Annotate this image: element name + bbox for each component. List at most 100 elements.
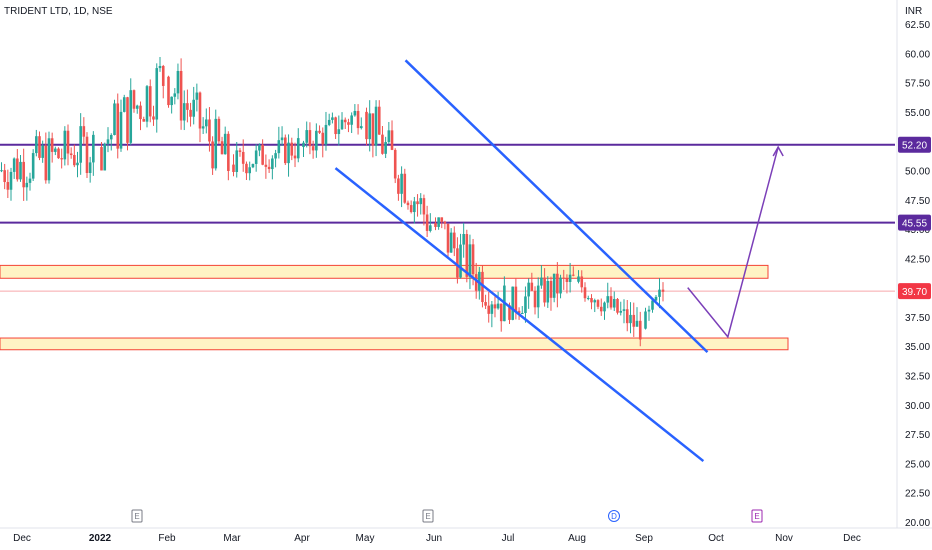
candle-body (173, 93, 177, 97)
candle-body (274, 153, 277, 159)
candle-body (549, 280, 553, 298)
candle-body (599, 306, 603, 312)
support-resistance-zone[interactable] (0, 264, 769, 279)
x-tick-label: Jul (502, 533, 515, 544)
candle-body (122, 97, 126, 112)
candle-body (654, 296, 658, 301)
candle-body (603, 302, 606, 312)
candle-body (559, 277, 562, 294)
candle-body (19, 161, 22, 180)
candle-body (446, 223, 450, 253)
earnings-event-icon[interactable] (131, 509, 143, 523)
candle-body (644, 311, 647, 329)
candle-body (41, 145, 44, 158)
candle-body (340, 119, 344, 130)
candle-body (353, 110, 357, 116)
candle-body (6, 182, 10, 190)
event-marker-label: E (134, 512, 139, 521)
candle-body (661, 289, 665, 292)
x-tick-label: Dec (13, 533, 31, 544)
level-price-tag (898, 214, 931, 231)
support-resistance-zone[interactable] (0, 337, 789, 351)
projection-path[interactable] (687, 146, 779, 339)
y-tick-label: 22.50 (905, 489, 930, 500)
channel-upper-line[interactable] (404, 59, 709, 353)
candle-body (429, 225, 432, 231)
candle-body (487, 305, 491, 314)
candle-body (484, 302, 487, 306)
channel-lower-line[interactable] (334, 167, 705, 463)
candle-body (201, 126, 205, 129)
candle-body (0, 170, 3, 172)
candle-body (267, 166, 271, 170)
candle-body (142, 119, 146, 122)
candle-body (179, 70, 183, 121)
y-tick-label: 30.00 (905, 401, 930, 412)
earnings-event-icon[interactable] (751, 509, 763, 523)
candle-body (356, 110, 360, 129)
candle-body (214, 118, 218, 169)
candle-body (413, 201, 416, 213)
candle-body (321, 132, 325, 145)
candle-body (331, 117, 334, 120)
candle-body (493, 304, 497, 309)
candle-body (305, 130, 309, 143)
y-tick-label: 55.00 (905, 108, 930, 119)
candle-body (208, 119, 211, 142)
candle-body (619, 310, 623, 313)
candle-body (490, 304, 494, 314)
candle-body (139, 105, 142, 120)
candle-body (359, 126, 363, 129)
candle-body (400, 173, 403, 194)
candle-body (232, 164, 235, 172)
candle-body (248, 167, 251, 174)
candle-body (434, 223, 437, 227)
candle-body (371, 113, 375, 146)
candle-body (622, 309, 626, 311)
candle-body (324, 124, 328, 145)
candle-body (568, 274, 572, 283)
y-tick-label: 47.50 (905, 196, 930, 207)
candle-body (264, 164, 268, 167)
dividend-event-icon[interactable] (608, 510, 620, 522)
candle-body (57, 148, 60, 159)
candle-body (251, 163, 255, 168)
event-marker-label: D (611, 512, 617, 521)
candle-body (456, 248, 459, 278)
candle-body (205, 119, 208, 127)
candle-body (416, 201, 419, 205)
currency-label: INR (905, 6, 922, 17)
candle-body (217, 118, 221, 142)
candle-body (280, 137, 284, 141)
candle-body (211, 141, 214, 169)
y-tick-label: 62.50 (905, 20, 930, 31)
x-tick-label: Feb (158, 533, 176, 544)
candle-body (606, 296, 610, 303)
candle-body (616, 298, 619, 313)
candle-body (543, 277, 546, 303)
candle-body (390, 130, 394, 150)
candle-body (562, 277, 566, 279)
candle-body (384, 142, 387, 154)
candle-body (161, 66, 165, 86)
candle-body (76, 162, 79, 166)
candle-body (565, 278, 569, 283)
y-tick-label: 37.50 (905, 313, 930, 324)
x-tick-label: Oct (708, 533, 724, 544)
candle-body (235, 150, 239, 172)
candle-body (577, 276, 580, 282)
y-tick-label: 27.50 (905, 430, 930, 441)
event-marker-label: E (754, 512, 759, 521)
level-price-tag-text: 52.20 (902, 141, 927, 152)
candle-body (393, 149, 397, 179)
earnings-event-icon[interactable] (422, 509, 434, 523)
candle-body (406, 202, 410, 206)
level-price-tag (898, 136, 931, 153)
candle-body (419, 198, 423, 205)
candle-body (170, 96, 173, 106)
event-marker-label: E (425, 512, 430, 521)
candle-body (12, 158, 16, 172)
candle-body (35, 136, 38, 154)
